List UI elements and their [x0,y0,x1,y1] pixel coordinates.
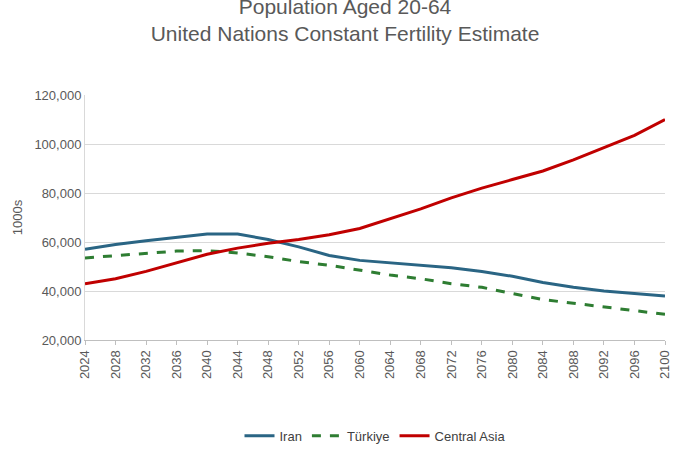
svg-text:2092: 2092 [596,350,611,379]
svg-text:20,000: 20,000 [42,333,82,348]
svg-text:Central Asia: Central Asia [435,429,506,444]
svg-text:2088: 2088 [566,350,581,379]
svg-text:100,000: 100,000 [34,137,81,152]
svg-text:2048: 2048 [260,350,275,379]
svg-text:2032: 2032 [138,350,153,379]
svg-text:1000s: 1000s [10,199,25,235]
svg-text:Türkiye: Türkiye [347,429,390,444]
svg-text:Iran: Iran [280,429,302,444]
svg-text:2068: 2068 [413,350,428,379]
svg-text:60,000: 60,000 [42,235,82,250]
svg-text:2040: 2040 [199,350,214,379]
svg-text:Population Aged 20-64United Na: Population Aged 20-64United Nations Cons… [151,0,540,45]
svg-text:2076: 2076 [474,350,489,379]
svg-text:2056: 2056 [321,350,336,379]
svg-text:2080: 2080 [505,350,520,379]
svg-text:2052: 2052 [291,350,306,379]
svg-text:80,000: 80,000 [42,186,82,201]
svg-text:2036: 2036 [169,350,184,379]
svg-text:2060: 2060 [352,350,367,379]
svg-text:2072: 2072 [444,350,459,379]
svg-text:2064: 2064 [382,350,397,379]
svg-text:2028: 2028 [108,350,123,379]
svg-text:2024: 2024 [77,350,92,379]
svg-text:2096: 2096 [627,350,642,379]
svg-text:120,000: 120,000 [34,88,81,103]
svg-text:2044: 2044 [230,350,245,379]
svg-text:40,000: 40,000 [42,284,82,299]
svg-text:2084: 2084 [535,350,550,379]
svg-text:2100: 2100 [657,350,672,379]
